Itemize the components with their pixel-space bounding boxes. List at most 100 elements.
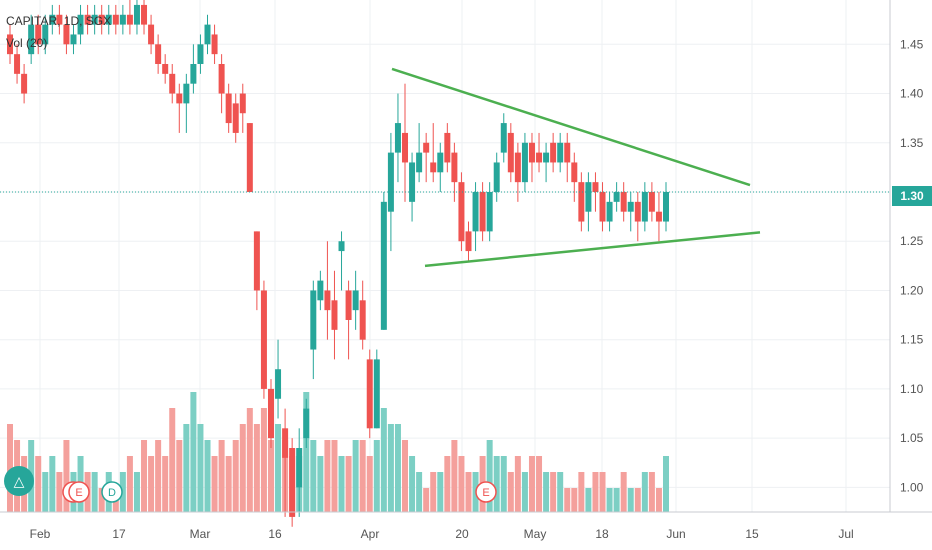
volume-bar: [56, 472, 63, 512]
volume-bar: [571, 488, 578, 512]
volume-bar: [486, 440, 493, 512]
y-tick-label: 1.00: [900, 480, 924, 494]
volume-bar: [564, 488, 571, 512]
volume-bar: [578, 472, 585, 512]
candle-body: [465, 231, 472, 252]
volume-bar: [345, 456, 352, 512]
volume-bar: [366, 456, 373, 512]
event-marker-label: E: [482, 487, 489, 499]
volume-bar: [550, 472, 557, 512]
candle-body: [63, 24, 70, 45]
volume-bar: [521, 472, 528, 512]
candle-body: [77, 14, 84, 35]
candle-body: [634, 201, 641, 222]
candle-body: [613, 192, 620, 202]
volume-bar: [133, 472, 140, 512]
candle-body: [239, 93, 246, 114]
candle-body: [409, 162, 416, 202]
volume-bar: [423, 488, 430, 512]
candle-body: [183, 83, 190, 104]
candle-body: [190, 64, 197, 84]
y-tick-label: 1.45: [900, 37, 924, 51]
volume-bar: [500, 456, 507, 512]
x-tick-label: Jul: [838, 527, 853, 541]
volume-bar: [49, 456, 56, 512]
volume-bar: [98, 488, 105, 512]
candle-body: [528, 142, 535, 163]
candle-body: [479, 192, 486, 232]
candle-body: [310, 290, 317, 350]
x-tick-label: 20: [455, 527, 469, 541]
candle-body: [70, 34, 77, 45]
candle-body: [641, 192, 648, 222]
candle-body: [49, 14, 56, 25]
candle-body: [444, 132, 451, 163]
candle-body: [373, 359, 380, 429]
volume-bar: [543, 472, 550, 512]
candle-body: [359, 300, 366, 340]
volume-bar: [324, 440, 331, 512]
x-tick-label: Mar: [190, 527, 211, 541]
candle-body: [84, 14, 91, 25]
volume-bar: [162, 456, 169, 512]
volume-bar: [211, 456, 218, 512]
candle-body: [352, 290, 359, 311]
x-tick-label: Feb: [30, 527, 51, 541]
volume-bar: [458, 456, 465, 512]
candle-body: [324, 290, 331, 311]
volume-bar: [183, 424, 190, 512]
y-tick-label: 1.35: [900, 136, 924, 150]
candle-body: [126, 14, 133, 25]
candle-body: [267, 388, 274, 439]
candle-body: [98, 14, 105, 25]
candle-body: [606, 201, 613, 222]
volume-bar: [634, 488, 641, 512]
candle-body: [627, 201, 634, 212]
candle-body: [430, 162, 437, 173]
volume-bar: [373, 440, 380, 512]
y-tick-label: 1.10: [900, 382, 924, 396]
volume-bar: [514, 456, 521, 512]
trendline-lower: [424, 231, 761, 268]
candle-body: [500, 123, 507, 153]
candle-body: [275, 369, 282, 399]
y-tick-label: 1.05: [900, 431, 924, 445]
candle-body: [366, 359, 373, 429]
candle-body: [486, 192, 493, 232]
chart-title: CAPITAR, 1D, SGX: [6, 14, 112, 28]
volume-bar: [592, 472, 599, 512]
x-tick-label: May: [524, 527, 547, 541]
volume-bar: [627, 488, 634, 512]
volume-bar: [267, 440, 274, 512]
volume-bar: [338, 456, 345, 512]
candle-body: [338, 241, 345, 252]
candle-body: [550, 142, 557, 163]
volume-bar: [655, 488, 662, 512]
candle-body: [56, 14, 63, 25]
candle-body: [35, 24, 42, 45]
candle-body: [620, 192, 627, 212]
candle-body: [225, 93, 232, 124]
candle-body: [169, 73, 176, 94]
volume-bar: [557, 472, 564, 512]
volume-bar: [352, 440, 359, 512]
volume-bar: [444, 456, 451, 512]
candle-body: [317, 280, 324, 301]
candle-body: [543, 152, 550, 163]
candle-body: [105, 14, 112, 25]
volume-bar: [380, 408, 387, 512]
candle-body: [451, 152, 458, 183]
candle-body: [21, 73, 28, 94]
volume-bar: [409, 456, 416, 512]
last-price-label: 1.30: [892, 186, 932, 206]
volume-bar: [585, 488, 592, 512]
candle-body: [571, 162, 578, 183]
candle-body: [296, 448, 303, 488]
candle-body: [416, 152, 423, 173]
volume-bar: [528, 456, 535, 512]
volume-bar: [275, 424, 282, 512]
tradingview-logo-icon[interactable]: △: [4, 466, 34, 496]
candle-body: [578, 182, 585, 222]
volume-bar: [141, 440, 148, 512]
